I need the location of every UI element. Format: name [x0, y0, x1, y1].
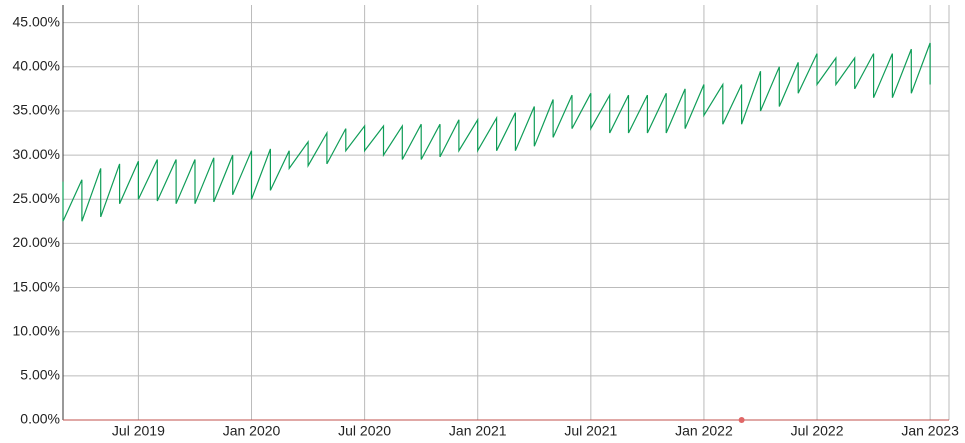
x-tick-label: Jan 2023: [901, 423, 959, 439]
x-tick-label: Jul 2019: [112, 423, 165, 439]
line-series: [62, 42, 931, 222]
x-tick-label: Jul 2020: [338, 423, 391, 439]
x-tick-label: Jan 2021: [449, 423, 507, 439]
y-tick-label: 25.00%: [13, 190, 60, 206]
x-tick-label: Jul 2022: [791, 423, 844, 439]
y-tick-label: 40.00%: [13, 58, 60, 74]
y-tick-label: 0.00%: [20, 411, 60, 427]
y-tick-label: 10.00%: [13, 322, 60, 338]
point: [738, 417, 745, 423]
y-tick-label: 5.00%: [20, 367, 60, 383]
x-tick-label: Jul 2021: [564, 423, 617, 439]
y-tick-label: 35.00%: [13, 102, 60, 118]
x-tick-label: Jan 2020: [223, 423, 281, 439]
x-tick-label: Jan 2022: [675, 423, 733, 439]
y-tick-label: 20.00%: [13, 234, 60, 250]
y-tick-label: 15.00%: [13, 278, 60, 294]
y-tick-label: 45.00%: [13, 13, 60, 29]
y-tick-label: 30.00%: [13, 146, 60, 162]
